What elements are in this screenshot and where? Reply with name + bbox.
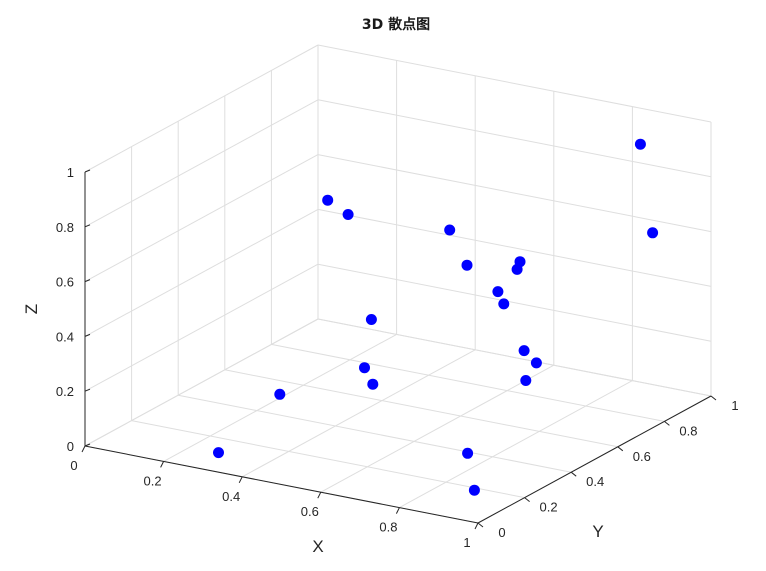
y-tick-label: 0 <box>498 525 505 540</box>
data-point <box>498 298 510 310</box>
data-point <box>444 224 456 236</box>
back-wall-grid-line <box>317 99 712 178</box>
x-axis-line <box>84 445 479 524</box>
z-tick-mark <box>84 224 91 228</box>
z-tick-label: 0 <box>67 439 74 454</box>
x-tick-mark <box>81 445 86 453</box>
y-tick-mark <box>710 395 717 401</box>
side-wall-grid-line <box>84 44 319 173</box>
side-wall-grid-line <box>84 154 319 283</box>
side-wall-grid-line <box>84 99 319 228</box>
x-tick-label: 0.2 <box>144 473 162 488</box>
floor-grid-line <box>178 394 572 473</box>
data-point <box>367 378 379 390</box>
data-point <box>462 447 474 459</box>
x-tick-mark <box>395 507 400 514</box>
side-wall-grid-line <box>84 208 319 337</box>
side-wall-grid-line <box>84 263 319 392</box>
chart-title: 3D 散点图 <box>362 16 430 33</box>
axes <box>81 169 717 530</box>
data-points <box>213 138 659 496</box>
z-tick-label: 1 <box>67 165 74 180</box>
data-point <box>468 484 480 496</box>
side-wall-grid-line <box>84 318 319 447</box>
z-axis-label: Z <box>22 304 41 314</box>
z-tick-mark <box>84 388 91 392</box>
back-wall-grid-line <box>317 318 712 397</box>
back-wall-grid-line <box>317 44 712 123</box>
floor-grid-line <box>320 364 555 493</box>
x-tick-mark <box>160 461 165 468</box>
tick-labels: 0 0.2 0.4 0.6 0.8 1 0 0.2 0.4 0.6 0.8 1 0 0.2 0.4 0.6 0.… <box>56 165 739 550</box>
back-wall-grid-line <box>317 263 712 342</box>
data-point <box>365 314 377 325</box>
data-point <box>511 263 523 275</box>
y-tick-label: 1 <box>731 398 738 413</box>
floor-grid-line <box>399 380 633 509</box>
z-tick-mark <box>84 443 91 447</box>
data-point <box>520 375 532 386</box>
x-tick-label: 0.8 <box>379 520 397 535</box>
data-point <box>274 388 286 400</box>
z-tick-label: 0.2 <box>56 384 74 399</box>
back-wall-grid-line <box>317 154 712 233</box>
y-tick-label: 0.4 <box>586 474 604 489</box>
back-wall-grid-line <box>317 208 712 287</box>
y-axis-label: Y <box>592 522 603 541</box>
x-tick-mark <box>317 491 322 499</box>
data-point <box>518 345 530 357</box>
z-tick-mark <box>84 279 91 283</box>
floor-grid-line <box>271 343 665 422</box>
data-point <box>359 362 370 374</box>
z-tick-label: 0.8 <box>56 220 74 235</box>
data-point <box>213 447 224 459</box>
y-tick-label: 0.8 <box>679 423 697 438</box>
x-tick-label: 0.4 <box>222 489 240 504</box>
data-point <box>322 194 334 206</box>
x-tick-mark <box>474 522 479 530</box>
z-tick-mark <box>84 169 91 173</box>
z-tick-label: 0.4 <box>56 329 74 344</box>
z-tick-label: 0.6 <box>56 275 74 290</box>
y-tick-mark <box>664 421 670 426</box>
z-tick-mark <box>84 333 91 337</box>
floor-grid-line <box>131 420 525 499</box>
y-axis-line <box>477 395 712 524</box>
x-axis-label: X <box>312 537 323 556</box>
grid-lines <box>84 44 712 524</box>
y-tick-mark <box>477 522 484 528</box>
data-point <box>461 259 473 271</box>
data-point <box>634 138 646 150</box>
floor-grid-line <box>241 349 476 478</box>
y-tick-label: 0.2 <box>540 500 558 515</box>
data-point <box>342 209 354 220</box>
floor-grid-line <box>224 369 618 448</box>
data-point <box>647 227 659 239</box>
x-tick-mark <box>238 476 243 484</box>
y-tick-label: 0.6 <box>633 449 651 464</box>
data-point <box>492 286 504 298</box>
y-tick-mark <box>570 471 577 477</box>
y-tick-mark <box>524 497 530 502</box>
data-point <box>530 357 542 369</box>
x-tick-label: 1 <box>463 535 470 550</box>
y-tick-mark <box>617 446 624 452</box>
x-tick-label: 0 <box>70 458 77 473</box>
x-tick-label: 0.6 <box>301 504 319 519</box>
